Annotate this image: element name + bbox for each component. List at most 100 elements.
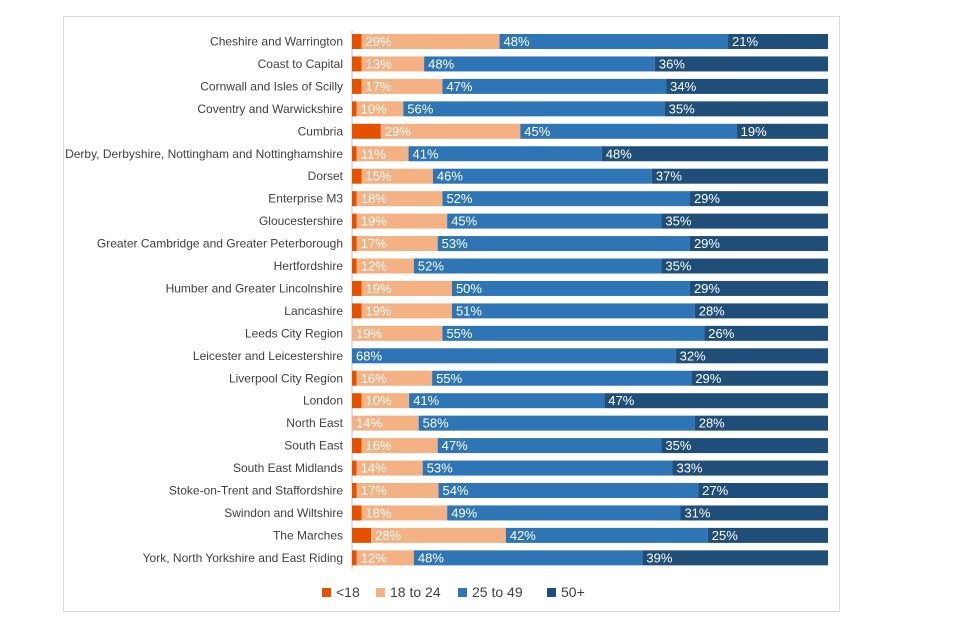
data-label: 41% — [413, 393, 439, 408]
bar-segment — [352, 56, 362, 72]
category-label: Lancashire — [284, 304, 343, 318]
bar-segment — [698, 483, 828, 498]
data-label: 48% — [504, 34, 530, 49]
bar-segment — [694, 303, 828, 319]
data-label: 45% — [451, 214, 477, 229]
legend-label: 25 to 49 — [472, 584, 523, 600]
data-label: 42% — [510, 528, 536, 543]
bar-segment — [680, 505, 828, 521]
data-label: 18% — [361, 191, 387, 206]
bar-segment — [432, 370, 692, 386]
data-label: 52% — [446, 191, 472, 206]
bar-segment — [352, 303, 362, 319]
data-label: 48% — [606, 146, 632, 161]
bar-segment — [694, 415, 828, 431]
bar-segment — [361, 78, 443, 94]
bar-segment — [352, 191, 357, 207]
data-label: 37% — [656, 169, 682, 184]
data-label: 28% — [699, 416, 725, 431]
bar-segment — [356, 191, 443, 207]
bar-segment — [352, 505, 362, 521]
data-label: 29% — [694, 236, 720, 251]
data-label: 17% — [361, 483, 387, 498]
category-label: York, North Yorkshire and East Riding — [143, 551, 343, 565]
bar-segment — [361, 505, 448, 521]
data-label: 46% — [437, 169, 463, 184]
legend-swatch — [458, 588, 467, 597]
category-label: Swindon and Wiltshire — [224, 506, 343, 520]
legend-swatch — [322, 588, 331, 597]
data-label: 48% — [428, 56, 454, 71]
data-label: 53% — [427, 461, 453, 476]
bar-segment — [352, 236, 357, 252]
bar-segment — [675, 348, 828, 364]
bar-segment — [451, 303, 695, 319]
data-label: 55% — [446, 326, 472, 341]
data-label: 16% — [366, 438, 392, 453]
bar-segment — [352, 393, 362, 409]
data-label: 35% — [665, 438, 691, 453]
category-label: Enterprise M3 — [268, 192, 343, 206]
bar-segment — [736, 123, 828, 139]
bar-segment — [418, 415, 695, 431]
data-label: 68% — [356, 348, 382, 363]
category-label: Greater Cambridge and Greater Peterborou… — [97, 237, 343, 251]
bar-segment — [356, 236, 438, 252]
bar-segment — [413, 258, 662, 274]
data-label: 35% — [665, 259, 691, 274]
data-label: 29% — [694, 191, 720, 206]
data-label: 33% — [676, 461, 702, 476]
bar-segment — [728, 34, 828, 49]
data-label: 41% — [413, 146, 439, 161]
data-label: 39% — [646, 550, 672, 565]
bar-segment — [704, 325, 828, 341]
bar-segment — [691, 370, 828, 386]
bar-segment — [352, 483, 357, 498]
data-label: 26% — [708, 326, 734, 341]
legend-swatch — [376, 588, 385, 597]
bar-segment — [661, 258, 828, 274]
bar-segment — [409, 393, 605, 409]
bar-segment — [664, 101, 828, 117]
category-label: Coventry and Warwickshire — [197, 102, 343, 116]
bar-segment — [689, 280, 828, 296]
bar-segment — [499, 34, 729, 49]
data-label: 10% — [361, 101, 387, 116]
bar-segment — [661, 213, 828, 229]
data-label: 29% — [385, 124, 411, 139]
legend: <18 18 to 24 25 to 49 50+ — [322, 584, 585, 600]
data-label: 18% — [366, 505, 392, 520]
bar-segment — [352, 146, 357, 162]
data-label: 36% — [659, 56, 685, 71]
bar-segment — [403, 101, 665, 117]
legend-swatch — [547, 588, 556, 597]
data-label: 49% — [451, 505, 477, 520]
data-label: 16% — [361, 371, 387, 386]
data-label: 19% — [361, 214, 387, 229]
category-label: Humber and Greater Lincolnshire — [166, 281, 344, 295]
data-label: 19% — [741, 124, 767, 139]
bar-segment — [505, 527, 708, 543]
bar-segment — [424, 56, 655, 72]
category-label: Stoke-on-Trent and Staffordshire — [169, 484, 343, 498]
bar-segment — [642, 550, 828, 566]
bar-segment — [707, 527, 828, 543]
bar-segment — [371, 527, 506, 543]
bars-group: Cheshire and Warrington 29% 48% 21% Coast to… — [65, 34, 828, 566]
category-label: Cheshire and Warrington — [210, 35, 343, 49]
bar-segment — [352, 101, 357, 117]
legend-label: <18 — [336, 584, 360, 600]
bar-segment — [451, 280, 690, 296]
category-label: Gloucestershire — [259, 214, 343, 228]
bar-segment — [442, 78, 667, 94]
category-label: Liverpool City Region — [229, 371, 343, 385]
bar-segment — [442, 191, 690, 207]
category-label: South East — [284, 439, 343, 453]
bar-segment — [352, 325, 443, 341]
stacked-bar-chart: Cheshire and Warrington 29% 48% 21% Coast to… — [65, 30, 828, 600]
bar-segment — [356, 550, 414, 566]
data-label: 31% — [684, 505, 710, 520]
bar-segment — [352, 460, 357, 476]
data-label: 35% — [669, 101, 695, 116]
data-label: 25% — [712, 528, 738, 543]
